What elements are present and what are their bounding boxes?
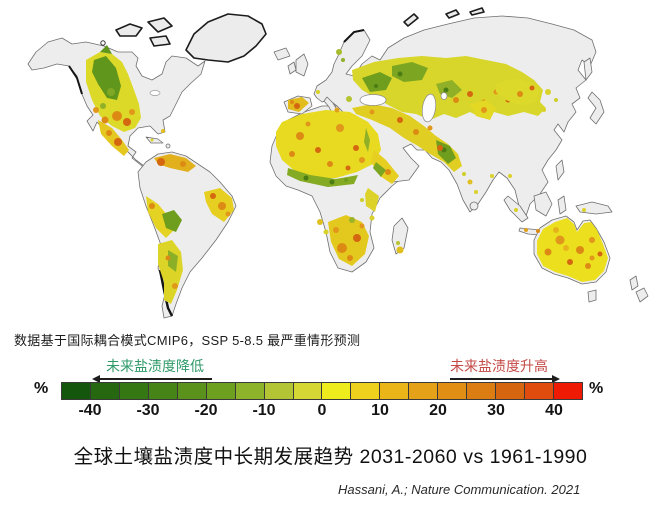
colorbar-segment bbox=[177, 383, 207, 399]
colorbar bbox=[61, 382, 583, 400]
salinity-increase-label: 未来盐渍度升高 bbox=[450, 358, 548, 374]
colorbar-segment bbox=[148, 383, 178, 399]
salinity-decrease-label: 未来盐渍度降低 bbox=[106, 358, 204, 374]
pacific-coast-line bbox=[68, 65, 83, 95]
colorbar-segment bbox=[293, 383, 323, 399]
data-source-note: 数据基于国际耦合模式CMIP6，SSP 5-8.5 最严重情形预测 bbox=[14, 333, 361, 348]
colorbar-tick-label: 10 bbox=[371, 402, 389, 419]
color-scale-legend: 未来盐渍度降低 未来盐渍度升高 % % -40 -30 -20 -10 0 10 20 30 4… bbox=[0, 352, 661, 424]
caspian-sea bbox=[421, 93, 437, 123]
colorbar-tick-label: -20 bbox=[194, 402, 218, 419]
colorbar-tick-label: 30 bbox=[487, 402, 505, 419]
colorbar-segment bbox=[525, 383, 554, 399]
colorbar-segment bbox=[351, 383, 381, 399]
colorbar-segment bbox=[467, 383, 497, 399]
page-title: 全球土壤盐渍度中长期发展趋势 2031-2060 vs 1961-1990 bbox=[73, 446, 588, 468]
decrease-direction-arrow bbox=[92, 375, 212, 383]
colorbar-tick-label: 20 bbox=[429, 402, 447, 419]
percent-sign-left: % bbox=[34, 380, 49, 397]
colorbar-segment bbox=[235, 383, 265, 399]
colorbar-segment bbox=[206, 383, 236, 399]
colorbar-segment bbox=[496, 383, 525, 399]
colorbar-tick-label: -30 bbox=[136, 402, 160, 419]
colorbar-segment bbox=[438, 383, 468, 399]
colorbar-segment bbox=[322, 383, 352, 399]
small-lake-mark bbox=[100, 40, 106, 46]
colorbar-segment bbox=[62, 383, 91, 399]
colorbar-segment bbox=[264, 383, 294, 399]
inland-seas bbox=[359, 92, 448, 123]
colorbar-tick-labels: -40 -30 -20 -10 0 10 20 30 40 bbox=[0, 402, 661, 422]
percent-sign-right: % bbox=[589, 380, 604, 397]
colorbar-segment bbox=[119, 383, 149, 399]
colorbar-segment bbox=[409, 383, 439, 399]
colorbar-tick-label: 40 bbox=[545, 402, 563, 419]
colorbar-segment bbox=[553, 383, 582, 399]
citation: Hassani, A.; Nature Communication. 2021 bbox=[338, 482, 581, 497]
black-sea bbox=[359, 94, 387, 106]
salinity-data-overlay bbox=[86, 45, 608, 304]
colorbar-segment bbox=[380, 383, 410, 399]
colorbar-segment bbox=[90, 383, 120, 399]
world-map bbox=[27, 7, 649, 319]
increase-direction-arrow bbox=[450, 375, 560, 383]
aral-sea bbox=[440, 92, 448, 100]
world-map-svg bbox=[27, 7, 649, 319]
colorbar-tick-label: 0 bbox=[317, 402, 327, 419]
great-lakes bbox=[149, 90, 161, 96]
colorbar-tick-label: -10 bbox=[252, 402, 276, 419]
norway-coast-line bbox=[343, 29, 365, 43]
colorbar-tick-label: -40 bbox=[78, 402, 102, 419]
